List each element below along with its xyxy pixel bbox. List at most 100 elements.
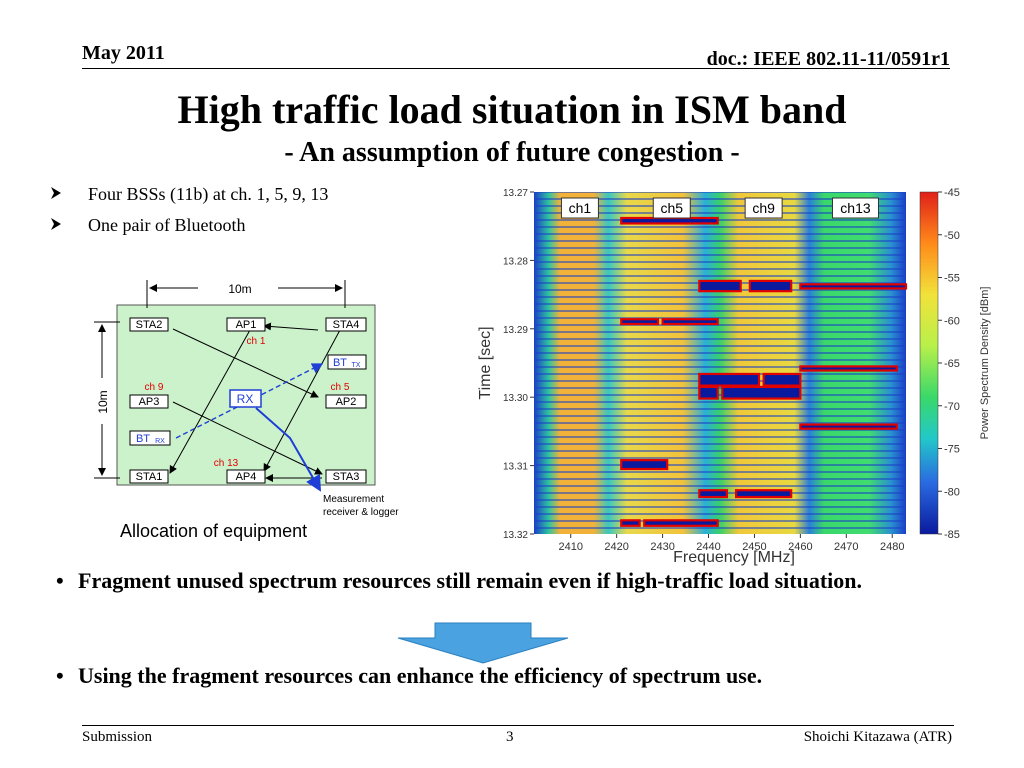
unused-region-9 — [698, 385, 719, 400]
header-doc-id: doc.: IEEE 802.11-11/0591r1 — [706, 48, 950, 70]
cbar-tick-label-4: -65 — [944, 358, 960, 370]
channel-label-1: ch5 — [660, 200, 683, 216]
channel-label-2: ch9 — [752, 200, 775, 216]
svg-text:AP4: AP4 — [236, 471, 257, 483]
unused-region-11 — [799, 423, 898, 430]
node-sta1 — [129, 469, 169, 484]
bullet-marker: • — [56, 568, 64, 593]
channel-label-box-0 — [560, 197, 599, 219]
x-tick-label-1: 2420 — [604, 541, 628, 553]
small-bullet-1: Four BSSs (11b) at ch. 1, 5, 9, 13 — [50, 184, 328, 205]
cbar-tick-label-7: -80 — [944, 486, 960, 498]
unused-region-12 — [620, 459, 669, 471]
y-tick-label-3: 13.30 — [503, 393, 528, 404]
x-tick-label-6: 2470 — [834, 541, 858, 553]
large-bullet-2: • Using the fragment resources can enhan… — [56, 660, 976, 692]
y-axis-label: Time [sec] — [477, 326, 494, 399]
cbar-tick-label-3: -60 — [944, 315, 960, 327]
svg-text:STA1: STA1 — [136, 471, 163, 483]
y-tick-label-5: 13.32 — [503, 530, 528, 541]
heatmap-texture — [534, 192, 906, 534]
slide-subtitle: - An assumption of future congestion - — [284, 137, 740, 168]
node-ap2 — [325, 394, 367, 409]
node-rx — [229, 389, 262, 408]
large-bullet-text: Using the fragment resources can enhance… — [78, 663, 763, 688]
header-date: May 2011 — [82, 42, 165, 64]
x-tick-label-5: 2460 — [788, 541, 812, 553]
cbar-tick-label-2: -55 — [944, 273, 960, 285]
channel-label-box-2 — [744, 197, 783, 219]
colorbar — [919, 191, 939, 535]
unused-region-14 — [734, 489, 793, 499]
unused-region-0 — [620, 216, 719, 225]
small-bullet-text: One pair of Bluetooth — [88, 215, 246, 235]
y-tick-label-4: 13.31 — [503, 462, 528, 473]
down-arrow-icon — [397, 622, 569, 664]
spectrogram-chart: 2410 2420 2430 2440 2450 2460 2470 2480 13.27 13.… — [477, 187, 991, 566]
unused-region-16 — [643, 519, 719, 527]
label-ch5: ch 5 — [331, 382, 350, 393]
footer-rule — [82, 725, 954, 726]
chart-axes: 2410 2420 2430 2440 2450 2460 2470 2480 13.27 13.… — [503, 188, 904, 553]
svg-text:BT: BT — [136, 433, 150, 445]
node-bt-rx — [129, 430, 171, 446]
channel-label-box-1 — [652, 197, 691, 219]
small-bullet-2: One pair of Bluetooth — [50, 215, 245, 236]
measurement-note-line2: receiver & logger — [323, 507, 399, 518]
unused-region-1 — [698, 279, 742, 293]
y-tick-label-2: 13.29 — [503, 325, 528, 336]
label-ch1: ch 1 — [247, 336, 266, 347]
channel-label-0: ch1 — [569, 200, 592, 216]
height-dimension-label: 10m — [96, 390, 110, 413]
colorbar-label: Power Spectrum Density [dBm] — [979, 287, 991, 440]
measurement-note-line1: Measurement — [323, 494, 384, 505]
svg-text:STA3: STA3 — [333, 471, 360, 483]
unused-region-8 — [799, 365, 898, 372]
x-tick-label-3: 2440 — [696, 541, 720, 553]
unused-region-7 — [762, 372, 802, 387]
cbar-tick-label-1: -50 — [944, 230, 960, 242]
y-tick-label-0: 13.27 — [503, 188, 528, 199]
svg-text:RX: RX — [155, 438, 165, 445]
node-sta3 — [325, 469, 367, 484]
label-ch13: ch 13 — [214, 458, 239, 469]
node-sta2 — [129, 317, 169, 332]
unused-region-4 — [620, 318, 660, 326]
equipment-diagram: 10m 10m STA2 AP1 STA4 BT TX AP3 RX AP2 B… — [94, 280, 399, 518]
svg-text:AP2: AP2 — [336, 396, 357, 408]
small-bullet-text: Four BSSs (11b) at ch. 1, 5, 9, 13 — [88, 184, 329, 204]
unused-region-13 — [698, 489, 728, 499]
node-ap3 — [129, 394, 169, 409]
cbar-tick-label-8: -85 — [944, 529, 960, 541]
y-tick-label-1: 13.28 — [503, 256, 528, 267]
svg-text:AP3: AP3 — [139, 396, 160, 408]
svg-text:TX: TX — [352, 362, 361, 369]
node-ap1 — [226, 317, 266, 332]
channel-labels: ch1 ch5 ch9 ch13 — [560, 197, 879, 219]
unused-region-6 — [698, 372, 761, 387]
label-ch9: ch 9 — [145, 382, 164, 393]
cbar-tick-label-0: -45 — [944, 187, 960, 199]
colorbar-ticks: -45 -50 -55 -60 -65 -70 -75 -80 -85 — [938, 187, 960, 541]
bullet-marker: • — [56, 663, 64, 688]
footer-submission: Submission — [82, 729, 153, 745]
x-tick-label-2: 2430 — [650, 541, 674, 553]
unused-region-5 — [661, 318, 719, 326]
unused-region-10 — [721, 385, 802, 400]
width-dimension-label: 10m — [228, 282, 251, 296]
x-tick-label-7: 2480 — [880, 541, 904, 553]
x-tick-label-4: 2450 — [742, 541, 766, 553]
footer-page-number: 3 — [506, 729, 514, 745]
large-bullet-1: • Fragment unused spectrum resources sti… — [56, 565, 976, 597]
unused-region-3 — [799, 283, 908, 290]
svg-text:BT: BT — [333, 357, 347, 369]
svg-text:STA2: STA2 — [136, 319, 163, 331]
arrow-bullet-icon — [50, 215, 88, 236]
arrow-bullet-icon — [50, 184, 88, 205]
channel-label-box-3 — [831, 197, 879, 219]
channel-label-3: ch13 — [840, 200, 871, 216]
footer-author: Shoichi Kitazawa (ATR) — [803, 729, 952, 745]
unused-region-15 — [620, 519, 641, 527]
svg-text:AP1: AP1 — [236, 319, 257, 331]
node-ap4 — [226, 469, 266, 484]
